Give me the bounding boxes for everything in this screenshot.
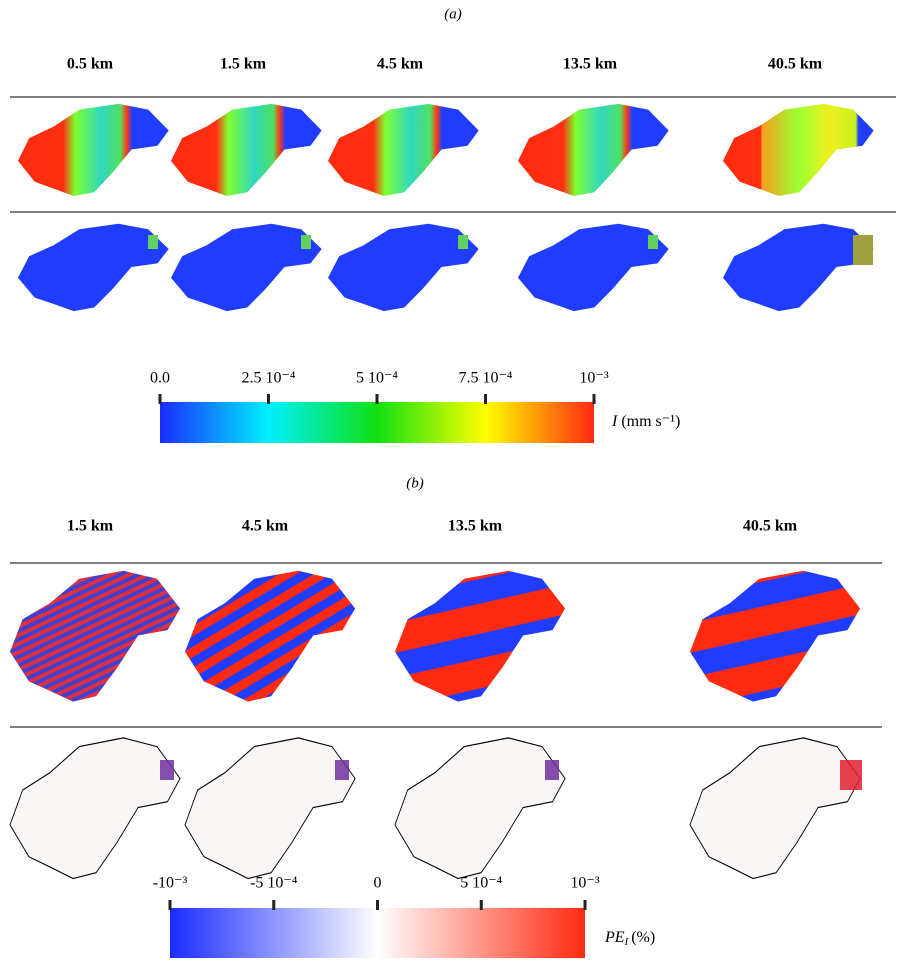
colorbar-tick-label: 0.0	[150, 370, 170, 387]
map	[171, 223, 322, 312]
map	[723, 223, 874, 312]
colorbar-tick	[375, 394, 379, 404]
map	[518, 103, 669, 197]
column-header: 13.5 km	[448, 518, 503, 535]
column-header: 0.5 km	[67, 56, 114, 73]
column-header: 13.5 km	[563, 56, 618, 73]
colorbar-tick-label: 10⁻³	[570, 875, 599, 892]
colorbar-tick-label: 5 10⁻⁴	[460, 875, 502, 892]
colorbar-tick-label: 10⁻³	[579, 370, 608, 387]
colorbar	[160, 402, 594, 443]
map	[394, 737, 566, 880]
map	[690, 570, 861, 702]
colorbar-label: I (mm s⁻¹)	[611, 413, 680, 430]
colorbar-tick-label: 2.5 10⁻⁴	[241, 370, 295, 387]
map	[184, 737, 356, 880]
panel-label: (a)	[444, 6, 462, 22]
column-header: 4.5 km	[377, 56, 424, 73]
colorbar-tick-label: -10⁻³	[153, 875, 188, 892]
colorbar-tick	[158, 394, 162, 404]
column-header: 4.5 km	[242, 518, 289, 535]
map	[18, 103, 169, 197]
colorbar-label: PEI (%)	[604, 929, 655, 948]
map	[18, 223, 169, 312]
map-patch	[148, 235, 158, 249]
map	[10, 570, 181, 702]
colorbar-tick	[376, 900, 379, 910]
map-patch	[301, 235, 311, 249]
colorbar-tick-label: 7.5 10⁻⁴	[458, 370, 512, 387]
map	[171, 103, 322, 197]
map	[689, 737, 861, 880]
map-patch	[545, 760, 559, 780]
colorbar-tick	[267, 394, 270, 404]
map	[328, 103, 479, 197]
colorbar	[170, 908, 585, 958]
colorbar-tick	[272, 900, 276, 910]
colorbar-tick	[479, 900, 483, 910]
map	[9, 737, 181, 880]
colorbar-tick	[592, 394, 596, 404]
map-patch	[648, 235, 658, 249]
map	[723, 103, 874, 197]
map-patch	[335, 760, 349, 780]
column-header: 40.5 km	[743, 518, 798, 535]
colorbar-tick	[583, 900, 587, 910]
column-header: 1.5 km	[67, 518, 114, 535]
panel-label: (b)	[406, 475, 424, 491]
map	[185, 570, 356, 702]
map	[328, 223, 479, 312]
colorbar-tick	[484, 394, 487, 404]
map-patch	[840, 760, 862, 790]
map-patch	[853, 235, 873, 265]
column-header: 40.5 km	[768, 56, 823, 73]
colorbar-tick	[168, 900, 172, 910]
colorbar-tick-label: 5 10⁻⁴	[356, 370, 398, 387]
colorbar-tick-label: 0	[374, 875, 382, 892]
map	[518, 223, 669, 312]
map-patch	[160, 760, 174, 780]
column-header: 1.5 km	[220, 56, 267, 73]
map	[395, 570, 566, 702]
map-patch	[458, 235, 468, 249]
colorbar-tick-label: -5 10⁻⁴	[250, 875, 298, 892]
